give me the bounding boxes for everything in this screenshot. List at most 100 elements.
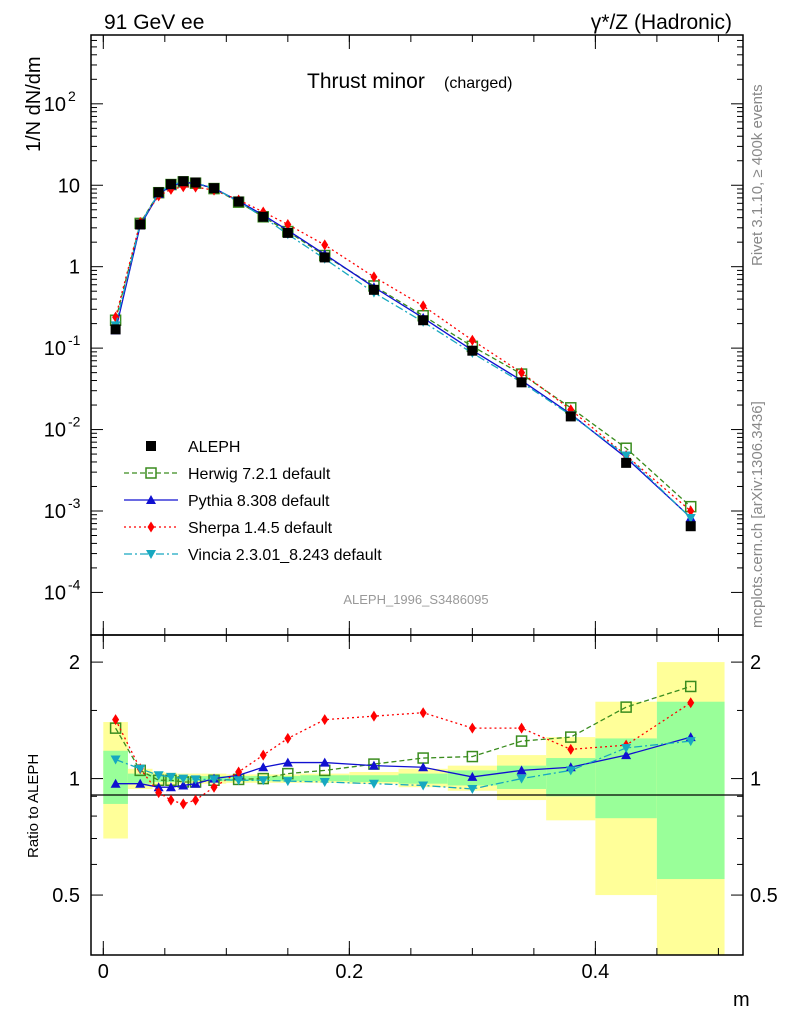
header-right: γ*/Z (Hadronic) — [591, 11, 732, 34]
ratio-y-tick-label-right: 0.5 — [750, 885, 778, 907]
main-ylabel: 1/N dN/dm — [23, 56, 45, 152]
legend-label: Sherpa 1.4.5 default — [188, 520, 333, 537]
ratio-series-line — [115, 685, 691, 783]
ratio-series-marker — [282, 777, 293, 787]
ratio-series-marker — [620, 701, 632, 713]
ratio-series-marker — [235, 766, 243, 778]
ratio-series-marker — [370, 710, 378, 722]
ratio-series-line — [115, 702, 692, 805]
ratio-series-marker — [135, 778, 146, 788]
ratio-series-marker — [516, 765, 527, 775]
ratio-series-marker — [284, 732, 292, 744]
ratio-series-marker — [466, 750, 479, 763]
main-y-tick-exponent: -1 — [68, 332, 81, 348]
x-axis-ticks: 0 0.2 0.4 — [98, 35, 719, 983]
x-tick-label: 0.4 — [581, 961, 609, 983]
main-series-line — [114, 186, 692, 512]
mcplots-reference-label: mcplots.cern.ch [arXiv:1306.3436] — [749, 401, 766, 628]
main-panel-frame — [90, 34, 744, 636]
ratio-series-marker — [178, 774, 189, 784]
ratio-panel-frame — [90, 634, 744, 956]
aleph-data-marker — [233, 196, 244, 207]
ratio-series-marker — [687, 697, 695, 709]
aleph-data-marker — [418, 315, 429, 326]
ratio-series-marker — [565, 766, 576, 776]
ratio-ylabel: Ratio to ALEPH — [25, 754, 42, 858]
legend-label: Herwig 7.2.1 default — [188, 466, 331, 483]
aleph-data-points — [110, 176, 696, 532]
ratio-series-marker — [190, 775, 201, 785]
ratio-series-marker — [258, 762, 269, 772]
legend-label: ALEPH — [188, 439, 240, 456]
main-series-marker — [518, 367, 526, 379]
rivet-version-label: Rivet 3.1.10, ≥ 400k events — [749, 84, 766, 266]
aleph-data-marker — [165, 179, 176, 190]
stat-uncertainty-band — [349, 775, 399, 782]
ratio-series-group — [109, 680, 697, 810]
ratio-series-marker — [153, 771, 164, 781]
ratio-y-tick-label-left: 1 — [69, 769, 80, 791]
main-y-tick-exponent: 2 — [68, 88, 76, 104]
main-y-tick-exponent: -2 — [68, 414, 81, 430]
main-y-tick-exponent: -3 — [68, 495, 81, 511]
plot-title: Thrust minor — [307, 70, 425, 93]
stat-uncertainty-band — [656, 701, 725, 880]
x-tick-label: 0.2 — [335, 961, 363, 983]
ratio-series-marker — [210, 781, 218, 793]
stat-uncertainty-band — [398, 773, 448, 784]
ratio-series-marker — [518, 722, 526, 734]
aleph-data-marker — [258, 211, 269, 222]
ratio-series-marker — [258, 776, 269, 786]
ratio-series-marker — [165, 782, 176, 792]
ratio-series-marker — [565, 731, 577, 743]
ratio-series-marker — [233, 776, 244, 786]
plot-title-sub: (charged) — [444, 75, 512, 92]
ratio-series-marker — [468, 722, 476, 734]
ratio-series-marker — [165, 772, 176, 782]
ratio-series-marker — [112, 714, 120, 726]
ratio-series-marker — [516, 774, 527, 784]
aleph-data-marker — [368, 284, 379, 295]
aleph-data-marker — [135, 219, 146, 230]
ratio-series-marker — [135, 764, 146, 774]
ratio-series-marker — [418, 762, 429, 772]
analysis-watermark: ALEPH_1996_S3486095 — [343, 592, 488, 607]
ratio-series-marker — [621, 750, 632, 760]
ratio-series-marker — [418, 781, 429, 791]
legend-marker — [147, 521, 155, 533]
ratio-series-marker — [319, 777, 330, 787]
ratio-series-marker — [282, 757, 293, 767]
ratio-series-marker — [179, 798, 187, 810]
aleph-data-marker — [621, 457, 632, 468]
ratio-series-marker — [368, 779, 379, 789]
x-tick-label: 0 — [98, 961, 109, 983]
aleph-data-marker — [190, 177, 201, 188]
ratio-series-marker — [467, 771, 478, 781]
main-y-tick-label: 10 — [44, 338, 66, 360]
legend-marker — [146, 441, 156, 451]
main-series-marker — [687, 505, 695, 517]
main-series-line — [114, 181, 692, 508]
main-series-marker — [321, 239, 329, 251]
ratio-series-marker — [685, 737, 696, 747]
main-series-marker — [468, 334, 476, 346]
legend-marker — [146, 550, 156, 559]
main-y-tick-label: 10 — [44, 582, 66, 604]
ratio-series-marker — [178, 780, 189, 790]
ratio-series-marker — [368, 760, 379, 770]
aleph-data-marker — [153, 187, 164, 198]
aleph-data-marker — [178, 176, 189, 187]
main-series-marker — [685, 514, 696, 524]
ratio-series-marker — [684, 680, 697, 693]
ratio-series-marker — [192, 794, 200, 806]
legend-label: Pythia 8.308 default — [188, 493, 330, 510]
main-series-marker — [419, 300, 427, 312]
ratio-series-marker — [567, 743, 575, 755]
ratio-y-tick-label-left: 2 — [69, 652, 80, 674]
header-left: 91 GeV ee — [104, 11, 204, 34]
ratio-y-tick-label-left: 0.5 — [52, 885, 80, 907]
aleph-data-marker — [209, 183, 220, 194]
main-series-marker — [621, 451, 632, 461]
ratio-y-tick-label-right: 1 — [750, 769, 761, 791]
